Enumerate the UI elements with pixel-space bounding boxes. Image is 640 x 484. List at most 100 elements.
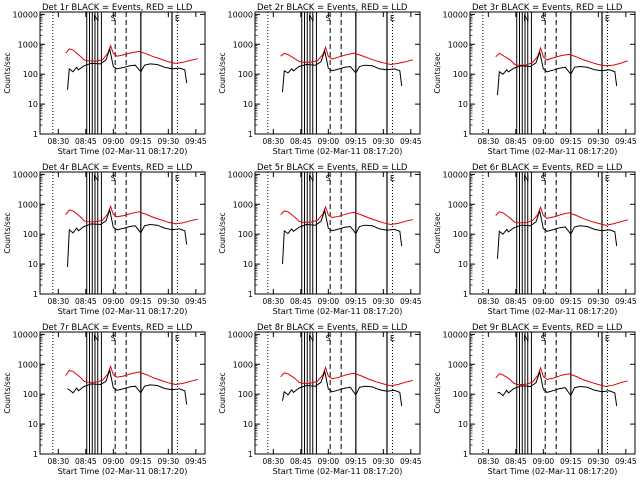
x-axis-label: Start Time (02-Mar-11 08:17:20) (488, 467, 618, 476)
x-tick-label: 08:45 (505, 297, 527, 306)
y-tick-label: 1 (463, 290, 468, 299)
x-axis-label: Start Time (02-Mar-11 08:17:20) (58, 307, 188, 316)
x-tick-label: 08:45 (290, 137, 312, 146)
series-events-line (67, 46, 188, 90)
y-tick-label: 1 (33, 130, 38, 139)
x-tick-label: 08:30 (478, 137, 500, 146)
marker-flag-label: S (111, 174, 116, 183)
x-tick-label: 09:45 (400, 137, 422, 146)
y-tick-label: 1000 (18, 40, 38, 49)
x-tick-label: 08:30 (48, 297, 70, 306)
marker-flag-label: S (541, 14, 546, 23)
plot-frame (254, 331, 421, 455)
y-tick-label: 1000 (18, 360, 38, 369)
panel-title: Det 9r BLACK = Events, RED = LLD (472, 323, 623, 333)
x-tick-label: 08:45 (290, 297, 312, 306)
y-tick-label: 1 (33, 290, 38, 299)
series-events-line (497, 369, 618, 407)
x-tick-label: 08:30 (478, 297, 500, 306)
x-tick-label: 09:45 (400, 457, 422, 466)
marker-flag-label: N (308, 174, 314, 183)
x-tick-label: 09:45 (400, 297, 422, 306)
panel-title: Det 7r BLACK = Events, RED = LLD (42, 323, 193, 333)
x-tick-label: 09:45 (185, 137, 207, 146)
panel-title: Det 5r BLACK = Events, RED = LLD (257, 163, 408, 173)
x-tick-label: 08:30 (263, 457, 285, 466)
panel-8: 1 10 100 1000 10000 08:30 08:45 09:00 09:15 09:30… (218, 323, 422, 476)
panel-6: 1 10 100 1000 10000 08:30 08:45 09:00 09:15 09:30… (433, 163, 637, 316)
series-lld-line (65, 364, 198, 386)
series-lld-line (495, 205, 628, 226)
series-lld-line (65, 44, 198, 64)
x-tick-label: 09:30 (373, 457, 395, 466)
plot-frame (254, 171, 421, 295)
marker-flag-label: N (308, 334, 314, 343)
x-tick-label: 09:30 (373, 297, 395, 306)
x-tick-label: 09:00 (103, 137, 125, 146)
y-tick-label: 100 (453, 390, 468, 399)
x-tick-label: 08:45 (505, 137, 527, 146)
series-events-line (282, 369, 403, 407)
marker-flag-label: S (111, 14, 116, 23)
x-tick-label: 08:30 (478, 457, 500, 466)
x-tick-label: 09:00 (318, 137, 340, 146)
panel-4: 1 10 100 1000 10000 08:30 08:45 09:00 09:15 09:30… (3, 163, 207, 316)
marker-flag-label: S (541, 174, 546, 183)
marker-flag-label: E (175, 334, 180, 343)
plot-frame (469, 331, 636, 455)
x-tick-label: 09:15 (130, 137, 152, 146)
x-tick-label: 09:15 (560, 297, 582, 306)
marker-flag-label: E (605, 334, 610, 343)
series-lld-line (65, 204, 198, 225)
plot-frame (39, 331, 206, 455)
y-tick-label: 100 (23, 70, 38, 79)
x-tick-label: 08:45 (75, 137, 97, 146)
marker-flag-label: N (523, 14, 529, 23)
y-tick-label: 1000 (448, 200, 468, 209)
x-tick-label: 08:45 (290, 457, 312, 466)
y-tick-label: 1 (248, 290, 253, 299)
series-lld-line (495, 46, 628, 67)
x-tick-label: 09:30 (158, 297, 180, 306)
y-tick-label: 100 (238, 390, 253, 399)
marker-flag-label: S (111, 334, 116, 343)
y-tick-label: 1000 (233, 200, 253, 209)
marker-flag-label: E (605, 174, 610, 183)
marker-flag-label: N (523, 334, 529, 343)
y-tick-label: 1000 (233, 360, 253, 369)
x-tick-label: 08:30 (263, 137, 285, 146)
y-axis-label: Counts/sec (433, 372, 442, 413)
x-tick-label: 09:30 (158, 457, 180, 466)
x-tick-label: 09:15 (345, 297, 367, 306)
x-tick-label: 09:30 (373, 137, 395, 146)
series-lld-line (280, 45, 413, 66)
y-tick-label: 10000 (443, 170, 468, 179)
y-tick-label: 1 (463, 130, 468, 139)
plot-frame (254, 11, 421, 135)
marker-flag-label: N (308, 14, 314, 23)
series-events-line (497, 50, 618, 96)
series-lld-line (280, 365, 413, 387)
y-tick-label: 100 (238, 230, 253, 239)
panel-title: Det 2r BLACK = Events, RED = LLD (257, 3, 408, 13)
y-axis-label: Counts/sec (433, 52, 442, 93)
x-tick-label: 09:00 (533, 457, 555, 466)
x-tick-label: 08:30 (48, 137, 70, 146)
panel-title: Det 6r BLACK = Events, RED = LLD (472, 163, 623, 173)
series-lld-line (280, 205, 413, 226)
y-tick-label: 1 (248, 130, 253, 139)
y-axis-label: Counts/sec (3, 212, 12, 253)
series-events-line (282, 208, 403, 265)
x-tick-label: 08:45 (75, 457, 97, 466)
y-tick-label: 10 (28, 100, 38, 109)
marker-flag-label: E (175, 14, 180, 23)
x-tick-label: 09:30 (158, 137, 180, 146)
series-events-line (67, 368, 188, 405)
x-axis-label: Start Time (02-Mar-11 08:17:20) (58, 467, 188, 476)
panel-title: Det 1r BLACK = Events, RED = LLD (42, 3, 193, 13)
panel-1: 1 10 100 1000 10000 08:30 08:45 09:00 09:15 09:30… (3, 3, 207, 156)
x-tick-label: 09:00 (103, 457, 125, 466)
y-tick-label: 10 (28, 420, 38, 429)
y-axis-label: Counts/sec (218, 212, 227, 253)
x-tick-label: 09:15 (345, 137, 367, 146)
